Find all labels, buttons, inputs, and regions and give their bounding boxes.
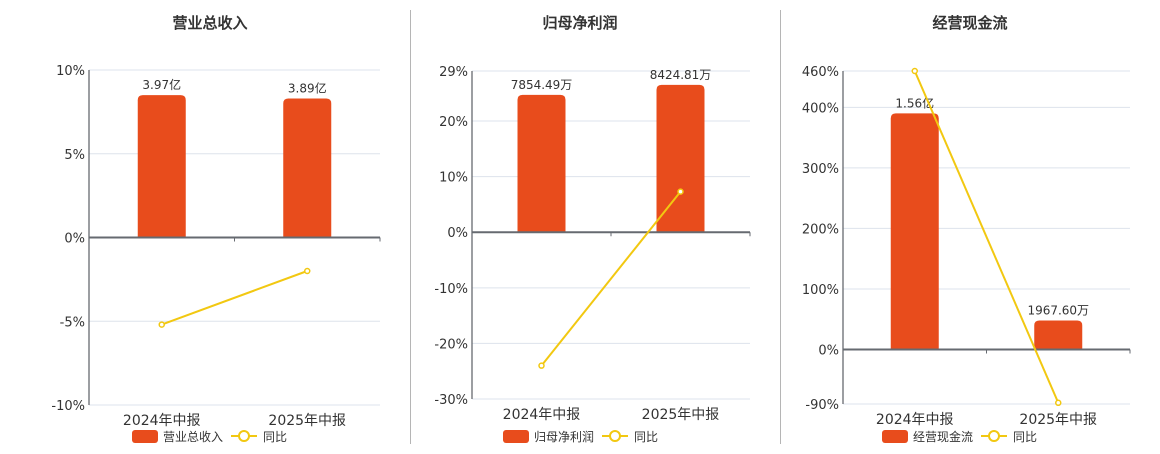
panel-divider-1 [410, 10, 411, 444]
legend-line-marker-icon [238, 430, 250, 442]
x-category-label: 2025年中报 [268, 413, 346, 429]
y-tick-label: -10% [434, 282, 468, 297]
y-tick-label: 10% [56, 64, 85, 79]
legend-bar-label: 经营现金流 [913, 429, 973, 444]
bar-value-label: 3.89亿 [288, 80, 327, 95]
chart-svg: 29% 20% 10% 0% -10% -20% -30% 7854.49万 2024年中报 84… [434, 65, 751, 444]
yoy-line [913, 70, 1060, 404]
legend-bar-swatch [503, 430, 529, 443]
y-tick-label: 0% [64, 232, 85, 247]
legend-line-marker-icon [609, 430, 621, 442]
y-tick-label: 100% [802, 283, 839, 298]
y-tick-label: 300% [802, 162, 839, 177]
yoy-point-marker [677, 188, 684, 195]
yoy-point-marker [1055, 399, 1062, 407]
y-tick-label: 0% [818, 344, 839, 359]
legend-line-label: 同比 [634, 430, 658, 444]
bar-value-label: 1.56亿 [895, 95, 934, 110]
chart-title: 营业总收入 [172, 14, 248, 32]
x-category-label: 2024年中报 [876, 412, 954, 428]
bar [656, 84, 705, 233]
legend-line-marker-icon [988, 430, 1000, 442]
legend-bar-swatch [882, 430, 908, 443]
legend-bar-swatch [132, 430, 158, 443]
x-category-label: 2024年中报 [123, 413, 201, 429]
bar-value-label: 7854.49万 [511, 78, 573, 92]
y-tick-label: 460% [802, 65, 839, 80]
y-tick-label: -5% [60, 315, 85, 330]
y-tick-label: -20% [434, 337, 468, 352]
chart-title: 归母净利润 [542, 14, 618, 32]
y-tick-label: -90% [805, 398, 839, 413]
x-category-label: 2025年中报 [1019, 412, 1097, 428]
bar-value-label: 8424.81万 [650, 68, 712, 82]
bar [283, 98, 332, 238]
y-tick-label: 0% [447, 226, 468, 241]
y-tick-label: 200% [802, 222, 839, 237]
legend-line-label: 同比 [1013, 430, 1037, 444]
chart-panel-net-profit: 归母净利润 29% 20% 10% 0% -10% -20% -30% 7854.49万 202… [434, 14, 751, 444]
chart-panel-revenue: 营业总收入 10% 5% 0% -5% -10% 3.97亿 2024年中报 3.89亿 202… [0, 0, 410, 450]
yoy-point-marker [538, 362, 545, 369]
yoy-point-marker [158, 321, 165, 328]
bar [517, 94, 566, 233]
y-tick-label: 20% [439, 115, 468, 130]
x-category-label: 2024年中报 [503, 407, 581, 423]
bar [1034, 320, 1083, 350]
yoy-line [161, 270, 308, 326]
y-tick-label: 400% [802, 101, 839, 116]
y-tick-label: -10% [51, 399, 85, 414]
yoy-line [540, 191, 682, 367]
legend-line-label: 同比 [263, 430, 287, 444]
legend-bar-label: 营业总收入 [163, 430, 223, 444]
y-tick-label: 10% [439, 171, 468, 186]
chart-title: 经营现金流 [932, 14, 1008, 32]
yoy-point-marker [911, 67, 918, 75]
chart-svg: 10% 5% 0% -5% -10% 3.97亿 2024年中报 3.89亿 2025年中报营业… [51, 64, 381, 444]
bar-value-label: 3.97亿 [142, 77, 181, 92]
legend-bar-label: 归母净利润 [534, 430, 594, 444]
y-tick-label: 29% [439, 65, 468, 80]
panel-divider-2 [780, 10, 781, 444]
bar [890, 113, 939, 350]
bar [137, 95, 186, 238]
y-tick-label: 5% [64, 148, 85, 163]
y-tick-label: -30% [434, 393, 468, 408]
yoy-point-marker [304, 267, 311, 275]
x-category-label: 2025年中报 [642, 407, 720, 423]
bar-value-label: 1967.60万 [1027, 303, 1089, 317]
